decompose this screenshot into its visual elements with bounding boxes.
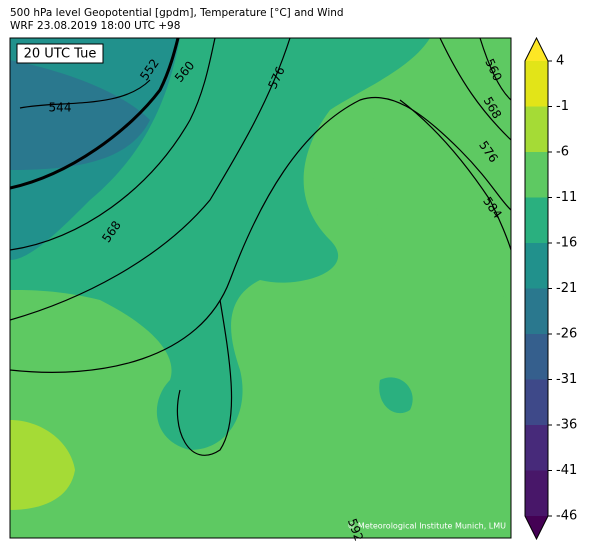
colorbar-over [525, 38, 548, 61]
title: 500 hPa level Geopotential [gpdm], Tempe… [10, 7, 344, 19]
colorbar-segment [525, 61, 548, 107]
temp-field [10, 60, 150, 170]
colorbar-tick-label: -31 [556, 372, 577, 387]
colorbar-segment [525, 379, 548, 425]
colorbar-segment [525, 152, 548, 198]
contour-label: 544 [49, 101, 72, 115]
colorbar-tick-label: -1 [556, 99, 569, 114]
colorbar-tick-label: -21 [556, 281, 577, 296]
credit: © Meteorological Institute Munich, LMU [347, 522, 506, 531]
colorbar-under [525, 516, 548, 539]
colorbar-segment [525, 425, 548, 471]
colorbar-tick-label: -6 [556, 145, 569, 160]
colorbar-segment [525, 197, 548, 243]
subtitle: WRF 23.08.2019 18:00 UTC +98 [10, 20, 180, 32]
colorbar-segment [525, 334, 548, 380]
colorbar-segment [525, 243, 548, 289]
colorbar-tick-label: 4 [556, 54, 564, 69]
temp-field [10, 420, 75, 510]
colorbar-segment [525, 106, 548, 152]
colorbar-tick-label: -11 [556, 190, 577, 205]
colorbar-tick-label: -36 [556, 418, 577, 433]
colorbar-tick-label: -26 [556, 327, 577, 342]
time-label: 20 UTC Tue [24, 47, 97, 62]
colorbar-tick-label: -16 [556, 236, 577, 251]
colorbar-tick-label: -41 [556, 463, 577, 478]
colorbar-tick-label: -46 [556, 509, 577, 524]
map-fill [10, 38, 511, 538]
contours [10, 38, 511, 456]
temp-field [10, 38, 511, 300]
map-frame [9, 37, 512, 539]
time-box [16, 43, 104, 64]
temp-field [379, 377, 413, 414]
colorbar-segment [525, 470, 548, 516]
colorbar-segment [525, 288, 548, 334]
